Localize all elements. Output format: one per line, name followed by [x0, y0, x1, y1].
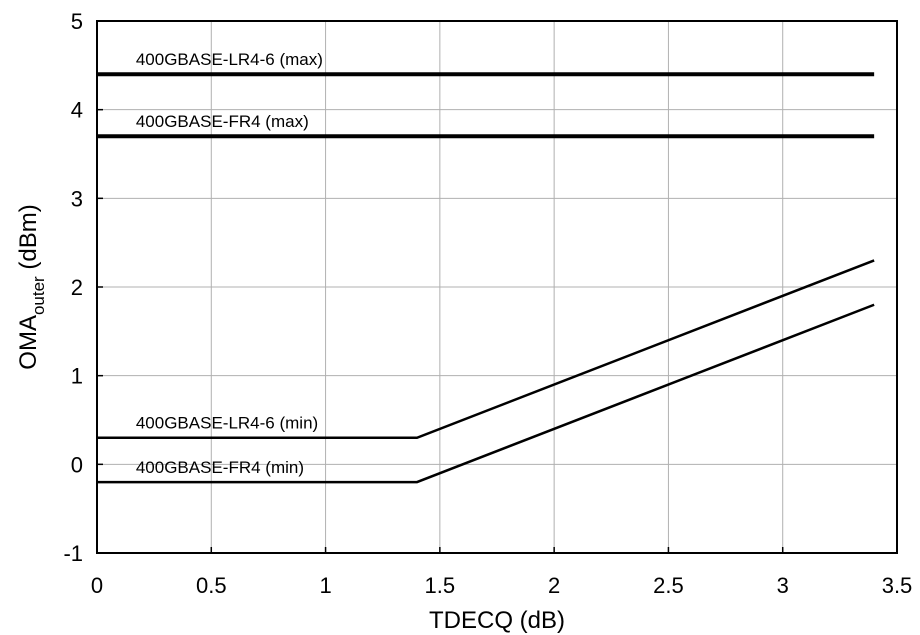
x-tick-label: 3 — [777, 573, 789, 598]
y-axis-title: OMAouter (dBm) — [15, 204, 48, 369]
series-line-4 — [97, 303, 875, 484]
y-tick-label: 0 — [71, 452, 83, 477]
series-label-1: 400GBASE-LR4-6 (max) — [136, 50, 323, 69]
series-label-2: 400GBASE-FR4 (max) — [136, 112, 309, 131]
series-label-4: 400GBASE-FR4 (min) — [136, 458, 304, 477]
y-tick-label: 1 — [71, 364, 83, 389]
series-layer — [97, 72, 875, 484]
grid-layer — [96, 20, 898, 554]
series-label-3: 400GBASE-LR4-6 (min) — [136, 414, 318, 433]
y-tick-label: 2 — [71, 275, 83, 300]
y-axis-title-unit: (dBm) — [15, 204, 42, 276]
x-tick-label: 3.5 — [882, 573, 913, 598]
y-tick-label: 5 — [71, 9, 83, 34]
tick-labels: 0 0.5 1 1.5 2 2.5 3 3.5 -1 0 1 2 3 4 5 — [63, 9, 912, 598]
x-tick-label: 1 — [319, 573, 331, 598]
x-tick-label: 0.5 — [196, 573, 227, 598]
plot-frame — [96, 20, 898, 554]
x-tick-label: 2 — [548, 573, 560, 598]
series-labels: 400GBASE-LR4-6 (max) 400GBASE-FR4 (max) 40… — [136, 50, 323, 477]
x-tick-label: 2.5 — [653, 573, 684, 598]
series-line-3 — [97, 259, 875, 439]
y-axis-title-main: OMA — [15, 315, 42, 370]
x-tick-label: 0 — [91, 573, 103, 598]
y-tick-label: 3 — [71, 186, 83, 211]
y-tick-label: 4 — [71, 98, 83, 123]
x-axis-title: TDECQ (dB) — [429, 607, 565, 634]
y-tick-label: -1 — [63, 541, 83, 566]
x-tick-label: 1.5 — [425, 573, 456, 598]
y-axis-title-subscript: outer — [29, 276, 48, 315]
